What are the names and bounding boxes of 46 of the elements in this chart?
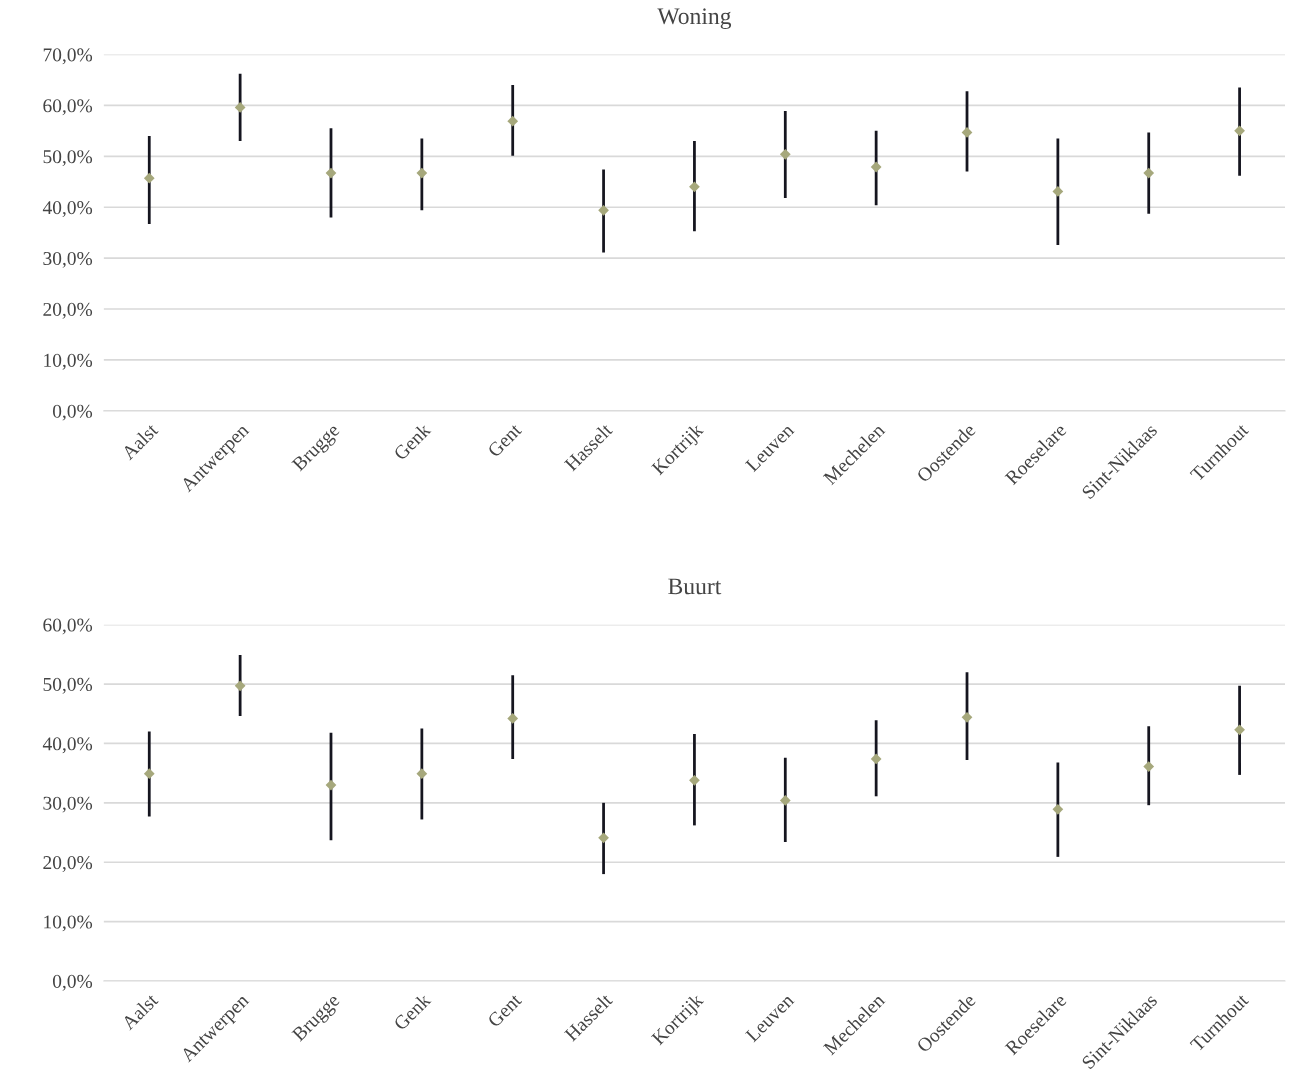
x-tick-label: Gent (486, 992, 523, 1028)
point (507, 115, 519, 127)
y-tick-label: 40,0% (42, 737, 93, 754)
chart-title: Woning (657, 8, 732, 30)
y-tick-label: 60,0% (43, 618, 93, 635)
y-tick-label: 50,0% (43, 677, 93, 694)
point (870, 161, 882, 173)
point (779, 795, 791, 806)
point (689, 181, 700, 193)
point (689, 774, 700, 786)
point (961, 127, 973, 138)
point (507, 713, 519, 724)
y-tick-label: 0,0% (52, 404, 93, 421)
y-tick-label: 30,0% (43, 796, 93, 813)
x-tick-label: Genk (392, 992, 432, 1031)
chart-title: Buurt (668, 578, 722, 595)
x-tick-label: Gent (486, 422, 523, 458)
point (961, 711, 973, 723)
y-tick-label: 60,0% (43, 99, 93, 116)
point (1143, 167, 1155, 179)
point (1234, 724, 1245, 736)
y-tick-label: 30,0% (43, 251, 93, 268)
point (1052, 186, 1064, 197)
y-tick-label: 40,0% (42, 201, 93, 217)
y-tick-label: 70,0% (43, 48, 93, 65)
point (416, 768, 428, 780)
point (1143, 761, 1155, 772)
point (143, 172, 155, 184)
point (416, 167, 428, 179)
point (779, 148, 791, 160)
point (1234, 125, 1245, 137)
y-tick-label: 20,0% (43, 856, 93, 872)
y-tick-label: 10,0% (44, 353, 93, 370)
y-tick-label: 50,0% (43, 150, 93, 167)
y-tick-label: 20,0% (43, 302, 93, 319)
point (234, 102, 246, 113)
point (598, 204, 609, 216)
point (325, 779, 337, 791)
point (234, 680, 246, 692)
y-tick-label: 0,0% (52, 974, 93, 991)
point (1052, 803, 1064, 815)
point (870, 753, 882, 765)
point (325, 167, 337, 179)
point (598, 832, 609, 844)
y-tick-label: 10,0% (44, 915, 93, 932)
point (143, 768, 155, 780)
